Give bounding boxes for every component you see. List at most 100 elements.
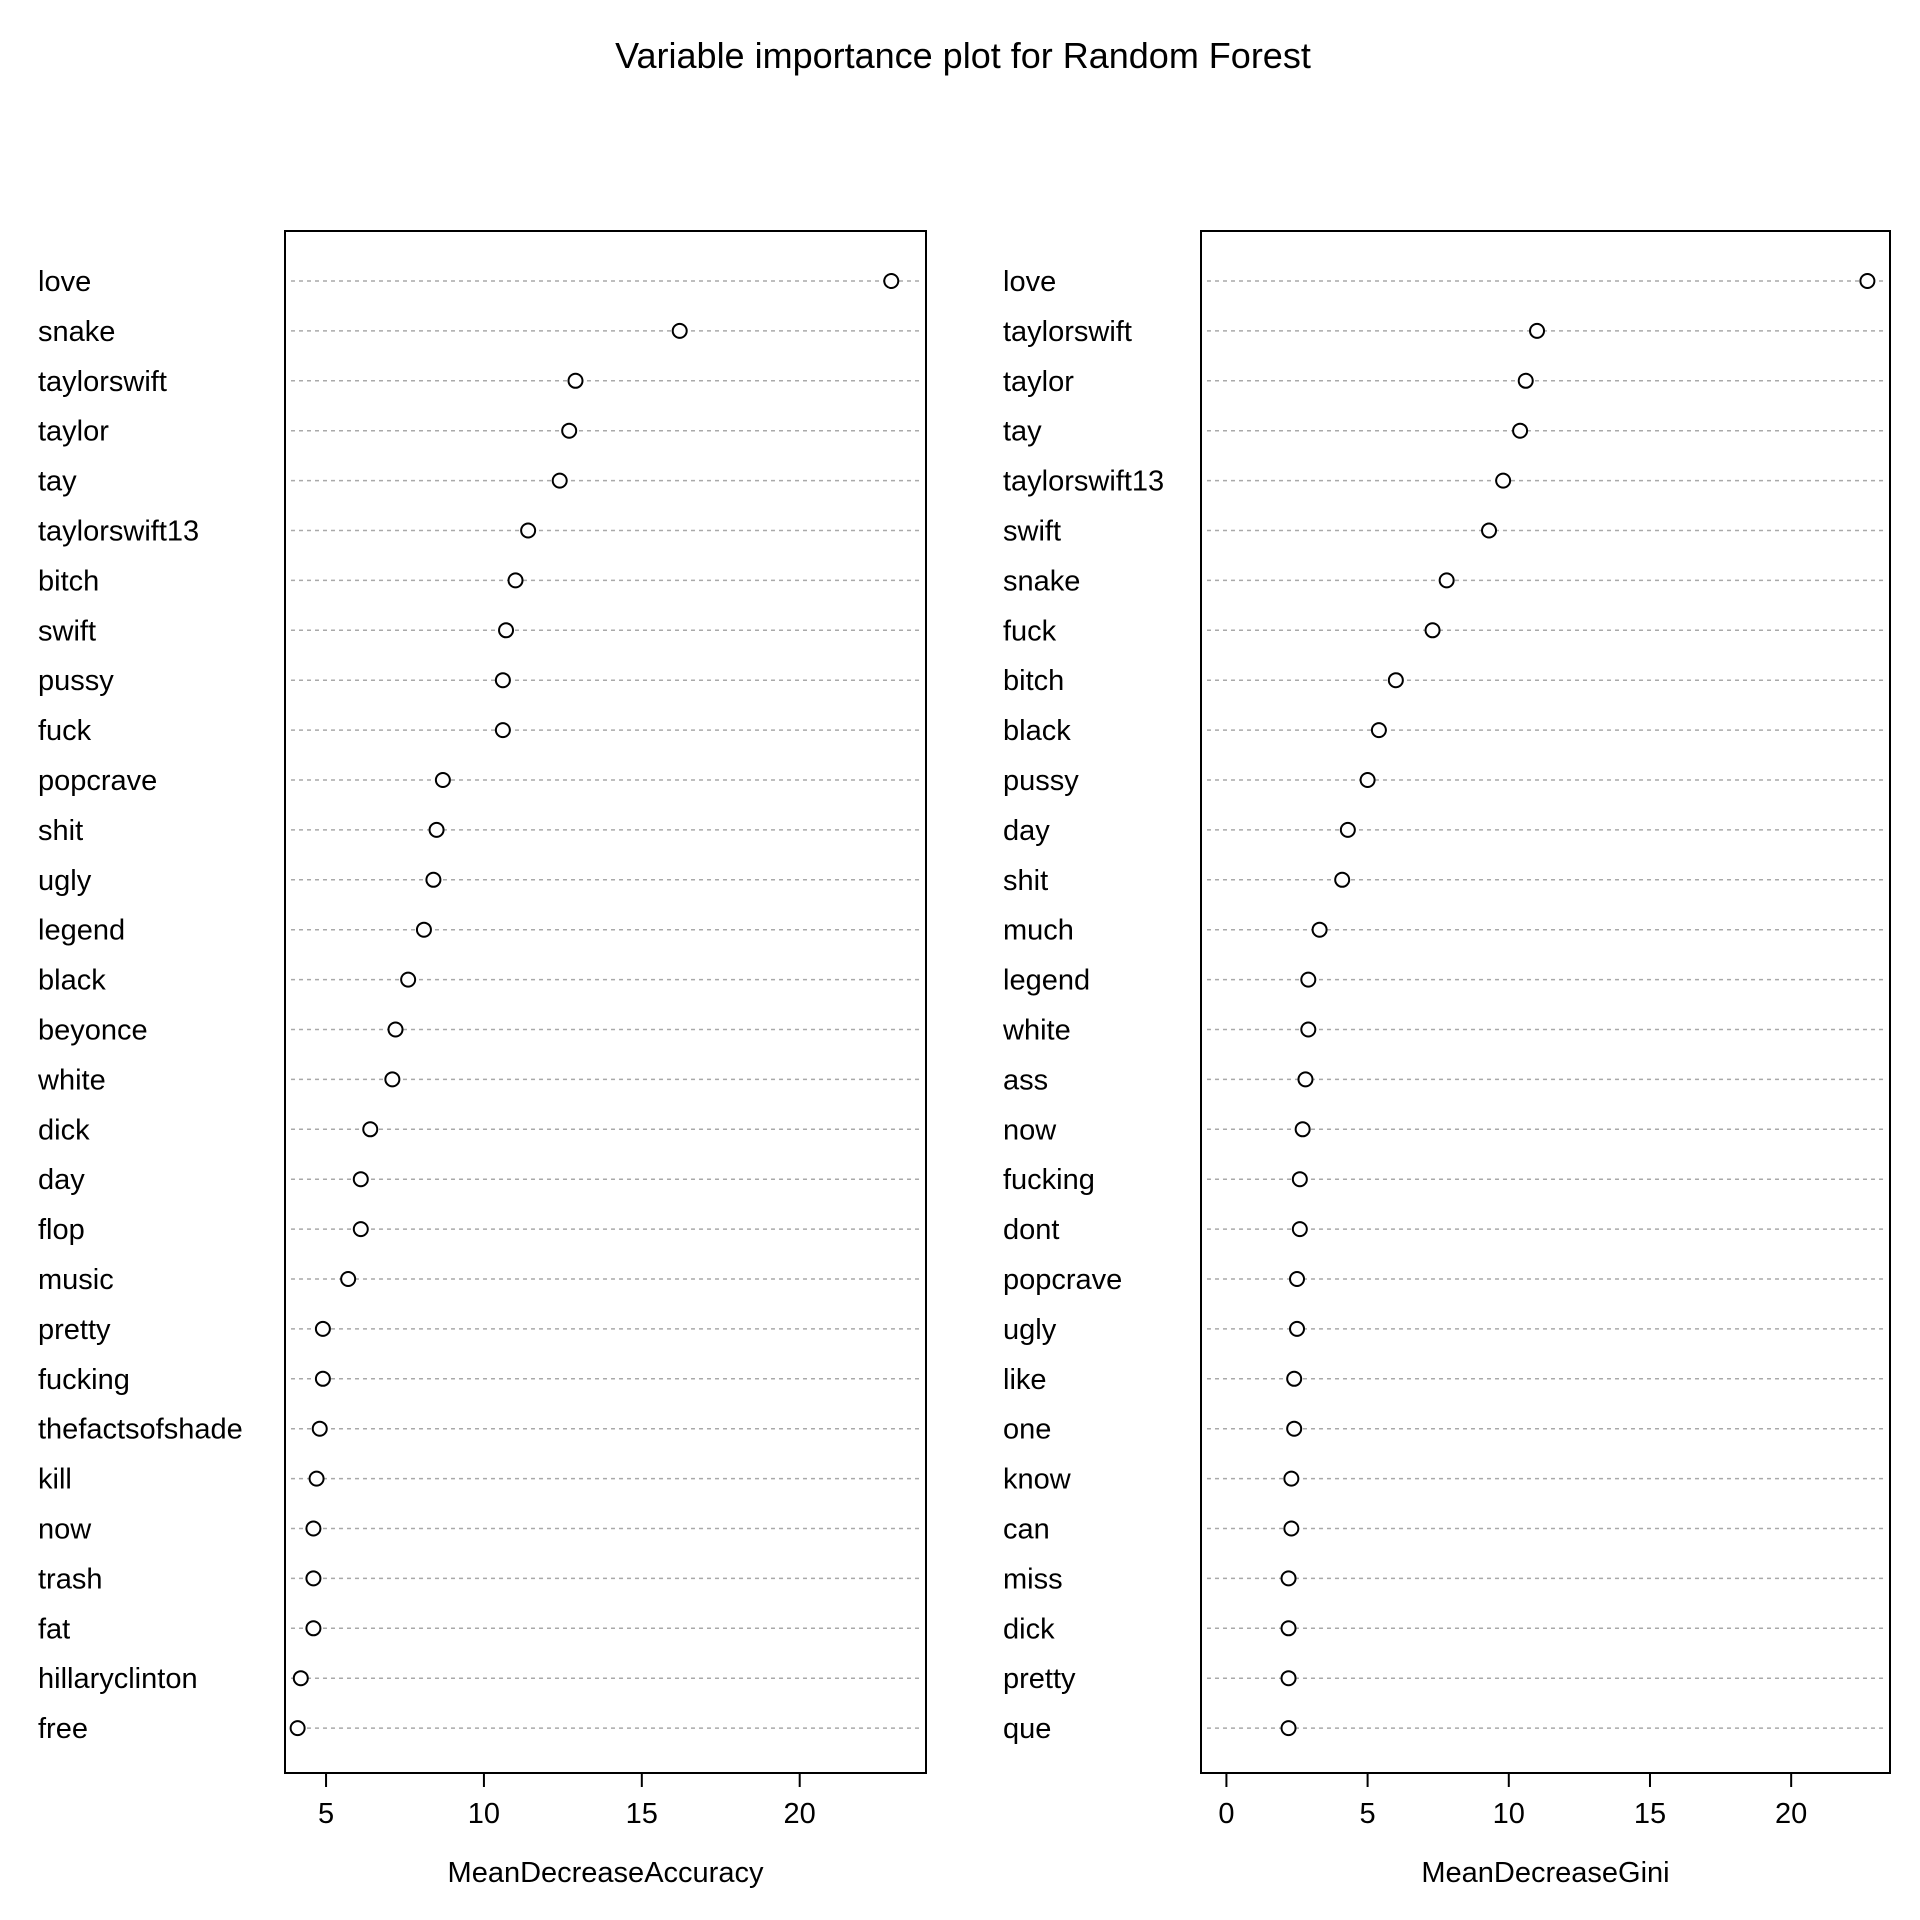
- importance-point: [305, 1520, 322, 1537]
- panel-frame: [284, 230, 927, 1774]
- importance-point: [1289, 1271, 1306, 1287]
- importance-point: [567, 372, 584, 389]
- variable-label: now: [38, 1514, 92, 1546]
- importance-point: [384, 1071, 401, 1088]
- importance-point: [362, 1121, 379, 1138]
- importance-point: [292, 1670, 309, 1687]
- importance-point: [1529, 322, 1546, 339]
- importance-point: [400, 971, 417, 988]
- variable-label: legend: [38, 915, 125, 947]
- variable-label: flop: [38, 1214, 85, 1246]
- variable-label: black: [38, 965, 106, 997]
- importance-point: [1289, 1320, 1306, 1337]
- x-tick-label: 5: [1360, 1798, 1376, 1830]
- importance-point: [311, 1420, 328, 1437]
- importance-point: [415, 921, 432, 938]
- variable-label: snake: [38, 316, 115, 348]
- importance-point: [434, 772, 451, 788]
- importance-point: [1280, 1570, 1297, 1587]
- variable-label: ugly: [38, 865, 92, 897]
- importance-point: [1283, 1470, 1300, 1487]
- variable-label: taylorswift: [38, 366, 167, 398]
- variable-label: que: [1003, 1713, 1051, 1745]
- variable-label: free: [38, 1713, 88, 1745]
- variable-label: one: [1003, 1414, 1051, 1446]
- importance-point: [1286, 1370, 1303, 1387]
- variable-label: dick: [1003, 1613, 1055, 1645]
- importance-point: [1286, 1420, 1303, 1437]
- variable-label: shit: [38, 815, 83, 847]
- variable-label: taylor: [38, 416, 109, 448]
- importance-point: [1339, 821, 1356, 838]
- importance-point: [387, 1021, 404, 1038]
- variable-label: pussy: [1003, 765, 1079, 797]
- variable-label: shit: [1003, 865, 1048, 897]
- x-tick-label: 15: [1634, 1798, 1666, 1830]
- variable-label: beyonce: [38, 1015, 148, 1047]
- variable-label: tay: [1003, 416, 1042, 448]
- importance-point: [352, 1171, 369, 1188]
- variable-label: swift: [1003, 516, 1061, 548]
- importance-point: [1517, 372, 1534, 389]
- x-tick-label: 15: [626, 1798, 658, 1830]
- variable-label: taylorswift13: [1003, 466, 1164, 498]
- panel-mean-decrease-gini: love taylorswift taylor tay taylorswift13 swi…: [1002, 230, 1891, 1889]
- variable-label: miss: [1003, 1563, 1063, 1595]
- importance-point: [1438, 572, 1455, 589]
- variable-label: hillaryclinton: [38, 1663, 198, 1695]
- variable-label: love: [38, 266, 91, 298]
- variable-label: popcrave: [38, 765, 157, 797]
- variable-label: pretty: [1003, 1663, 1076, 1695]
- variable-label: thefactsofshade: [38, 1414, 243, 1446]
- variable-label: fucking: [1003, 1164, 1095, 1196]
- importance-point: [561, 422, 578, 439]
- variable-label: day: [38, 1164, 85, 1196]
- importance-point: [1334, 871, 1351, 888]
- variable-label: know: [1003, 1464, 1072, 1496]
- importance-point: [340, 1271, 357, 1287]
- variable-label: dick: [38, 1114, 90, 1146]
- importance-point: [1370, 722, 1387, 739]
- importance-point: [1297, 1071, 1314, 1088]
- importance-point: [1294, 1121, 1311, 1138]
- importance-point: [551, 472, 568, 489]
- importance-point: [1280, 1670, 1297, 1687]
- chart-title: Variable importance plot for Random Fore…: [615, 35, 1311, 76]
- importance-point: [1300, 1021, 1317, 1038]
- x-tick-label: 10: [1493, 1798, 1525, 1830]
- variable-label: kill: [38, 1464, 72, 1496]
- importance-point: [305, 1570, 322, 1587]
- importance-point: [1311, 921, 1328, 938]
- x-tick-label: 5: [318, 1798, 334, 1830]
- variable-label: swift: [38, 615, 96, 647]
- importance-point: [1283, 1520, 1300, 1537]
- importance-point: [1291, 1221, 1308, 1238]
- variable-label: music: [38, 1264, 114, 1296]
- variable-label: tay: [38, 466, 77, 498]
- x-tick-label: 20: [784, 1798, 816, 1830]
- importance-point: [289, 1720, 306, 1737]
- importance-point: [308, 1470, 325, 1487]
- variable-label: white: [37, 1064, 106, 1096]
- variable-label: now: [1003, 1114, 1057, 1146]
- variable-label: dont: [1003, 1214, 1059, 1246]
- variable-label: legend: [1003, 965, 1090, 997]
- importance-point: [1512, 422, 1529, 439]
- variable-label: white: [1002, 1015, 1071, 1047]
- importance-point: [520, 522, 537, 539]
- importance-point: [428, 821, 445, 838]
- importance-point: [1280, 1620, 1297, 1637]
- importance-point: [494, 672, 511, 689]
- importance-point: [498, 622, 515, 639]
- variable-label: taylorswift13: [38, 516, 199, 548]
- variable-label: taylorswift: [1003, 316, 1132, 348]
- variable-label: fuck: [1003, 615, 1057, 647]
- variable-label: trash: [38, 1563, 102, 1595]
- importance-point: [1387, 672, 1404, 689]
- importance-point: [1481, 522, 1498, 539]
- variable-label: fat: [38, 1613, 70, 1645]
- panel-frame: [1200, 230, 1891, 1774]
- importance-point: [314, 1320, 331, 1337]
- importance-point: [352, 1221, 369, 1238]
